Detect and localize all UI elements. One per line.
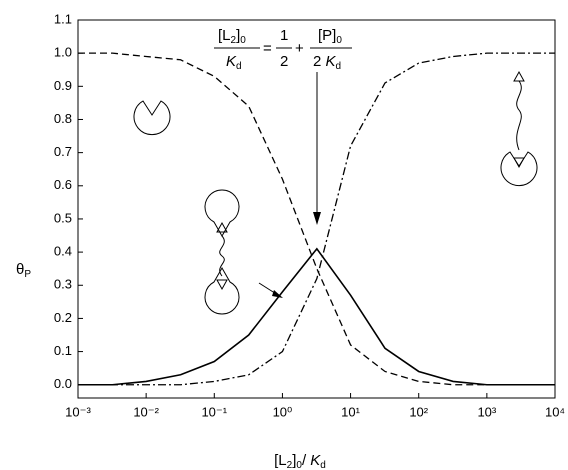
x-tick-label: 10² xyxy=(409,404,428,419)
y-tick-label: 0.9 xyxy=(54,78,72,93)
receptor-icon xyxy=(133,100,171,136)
x-tick-label: 10⁻² xyxy=(133,404,159,419)
annotation-text: 1 xyxy=(280,27,288,44)
plot-frame xyxy=(77,19,556,399)
y-tick-label: 0.5 xyxy=(54,210,72,225)
annotation-text: 2 Kd xyxy=(313,53,341,72)
x-tick-label: 10⁻¹ xyxy=(201,404,227,419)
annotation: [L2]0 Kd = 1 2 + [P]0 2 Kd xyxy=(214,27,352,225)
arrowhead xyxy=(313,212,321,225)
receptor-icon xyxy=(500,151,538,187)
receptor-icon xyxy=(204,266,240,315)
y-tick-label: 0.7 xyxy=(54,144,72,159)
y-tick-label: 0.2 xyxy=(54,310,72,325)
x-tick-label: 10⁴ xyxy=(545,404,565,419)
x-axis-label: [L2]0/ Kd xyxy=(274,452,326,470)
x-tick-label: 10³ xyxy=(477,404,496,419)
annotation-text: Kd xyxy=(226,53,242,72)
series-line xyxy=(78,52,555,386)
ligand-icon xyxy=(513,70,525,82)
receptor-icon xyxy=(204,189,240,238)
linker xyxy=(516,80,522,151)
series-line xyxy=(78,52,555,386)
annotation-text: + xyxy=(295,40,304,57)
y-tick-label: 1.0 xyxy=(54,45,72,60)
annotation-text: = xyxy=(263,40,272,57)
ligand-icon xyxy=(216,279,228,291)
annotation-text: [P]0 xyxy=(318,27,342,46)
x-tick-label: 10⁰ xyxy=(273,404,293,419)
annotation-text: 2 xyxy=(280,53,288,70)
icons xyxy=(133,70,538,315)
y-tick-label: 0.3 xyxy=(54,277,72,292)
series-line xyxy=(78,247,555,386)
y-tick-label: 0.6 xyxy=(54,177,72,192)
y-tick-label: 1.1 xyxy=(54,11,72,26)
y-tick-label: 0.0 xyxy=(54,376,72,391)
y-tick-label: 0.4 xyxy=(54,244,72,259)
y-tick-label: 0.8 xyxy=(54,111,72,126)
x-tick-label: 10¹ xyxy=(341,404,360,419)
linker xyxy=(219,235,225,277)
ligand-icon xyxy=(513,157,525,169)
ligand-icon xyxy=(216,221,228,233)
y-axis-label: θP xyxy=(16,261,31,280)
arrowhead xyxy=(272,290,283,298)
y-tick-label: 0.1 xyxy=(54,343,72,358)
annotation-text: [L2]0 xyxy=(218,27,246,46)
x-tick-label: 10⁻³ xyxy=(65,404,91,419)
